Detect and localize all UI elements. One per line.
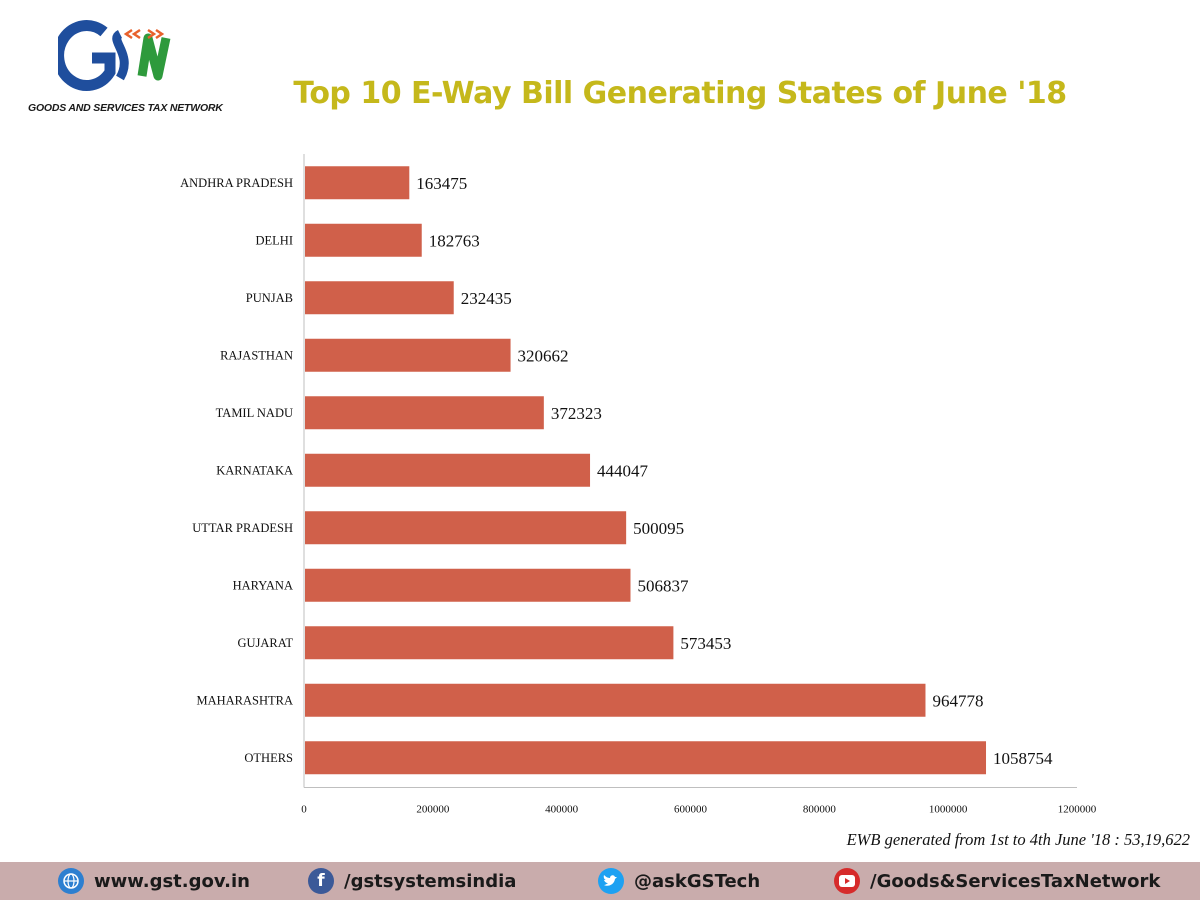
x-tick-label: 0 [301,804,307,816]
footer-facebook-link[interactable]: f /gstsystemsindia [308,862,516,900]
category-label: ANDHRA PRADESH [180,176,293,190]
footnote: EWB generated from 1st to 4th June '18 :… [846,830,1190,849]
category-label: PUNJAB [246,291,293,305]
category-label: RAJASTHAN [220,348,293,362]
gstn-logo: GOODS AND SERVICES TAX NETWORK [28,18,228,118]
category-label: DELHI [256,233,294,247]
category-label: OTHERS [244,751,293,765]
footer-youtube-link[interactable]: /Goods&ServicesTaxNetwork [834,862,1160,900]
youtube-text: /Goods&ServicesTaxNetwork [870,870,1161,892]
x-tick-label: 800000 [803,804,837,816]
footer-twitter-link[interactable]: @askGSTech [598,862,760,900]
bar [305,281,454,315]
bar [305,453,591,487]
x-tick-label: 1000000 [929,804,968,816]
facebook-icon: f [308,868,334,894]
data-label: 500095 [633,519,684,538]
logo-caption: GOODS AND SERVICES TAX NETWORK [28,102,223,114]
data-label: 506837 [637,576,689,595]
data-label: 232435 [461,289,512,308]
category-label: KARNATAKA [216,463,293,477]
twitter-text: @askGSTech [634,870,761,892]
bar-chart: ANDHRA PRADESH 163475 DELHI 182763 PUNJAB 232… [180,154,1097,816]
twitter-icon [598,868,624,894]
gstn-logo-mark [58,20,171,91]
footer-bar: www.gst.gov.in f /gstsystemsindia @askGS… [0,862,1200,900]
category-label: HARYANA [233,578,293,592]
category-label: GUJARAT [237,636,293,650]
data-label: 573453 [680,634,731,653]
facebook-text: /gstsystemsindia [344,870,517,892]
bar [305,223,422,257]
youtube-icon [834,868,860,894]
bar [305,166,410,200]
data-label: 444047 [597,461,649,480]
data-label: 372323 [551,404,602,423]
chart-title: Top 10 E-Way Bill Generating States of J… [293,76,1067,111]
bar [305,338,511,372]
data-label: 320662 [518,346,569,365]
x-tick-label: 1200000 [1058,804,1097,816]
data-label: 964778 [932,691,983,710]
bar [305,568,631,602]
category-label: UTTAR PRADESH [192,521,293,535]
globe-icon [58,868,84,894]
category-label: TAMIL NADU [216,406,293,420]
bar [305,626,674,660]
footer-website-link[interactable]: www.gst.gov.in [58,862,250,900]
bar [305,511,627,545]
bar [305,741,987,775]
data-label: 182763 [429,231,480,250]
bar [305,396,544,430]
data-label: 163475 [416,174,467,193]
website-text: www.gst.gov.in [94,870,250,892]
x-tick-label: 200000 [416,804,450,816]
bar [305,683,926,717]
x-tick-label: 600000 [674,804,708,816]
x-tick-label: 400000 [545,804,579,816]
data-label: 1058754 [993,749,1053,768]
category-label: MAHARASHTRA [196,693,293,707]
